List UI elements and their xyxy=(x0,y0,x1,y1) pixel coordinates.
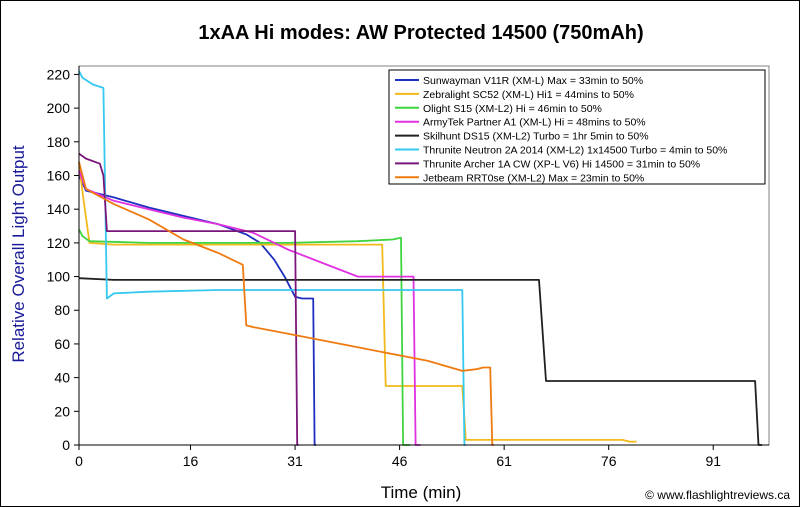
series-line-6 xyxy=(78,152,299,446)
legend-entry: Olight S15 (XM-L2) Hi = 46min to 50% xyxy=(423,103,602,115)
y-tick-label: 60 xyxy=(54,336,70,352)
legend-entry: ArmyTek Partner A1 (XM-L) Hi = 48mins to… xyxy=(423,117,646,129)
y-tick-label: 20 xyxy=(54,403,70,419)
series-line-5 xyxy=(78,70,466,446)
series-line-7 xyxy=(78,161,494,446)
y-tick-label: 120 xyxy=(47,235,71,251)
y-tick-label: 200 xyxy=(47,100,71,116)
series-line-3 xyxy=(78,170,421,446)
chart-title: 1xAA Hi modes: AW Protected 14500 (750mA… xyxy=(198,22,643,44)
x-tick-label: 91 xyxy=(705,453,721,469)
y-tick-label: 220 xyxy=(47,66,71,82)
x-tick-label: 61 xyxy=(496,453,512,469)
y-tick-label: 140 xyxy=(47,201,71,217)
y-tick-label: 0 xyxy=(62,437,70,453)
legend-box xyxy=(388,69,766,185)
x-axis-title: Time (min) xyxy=(381,483,462,502)
series-line-0 xyxy=(78,175,316,446)
y-tick-label: 80 xyxy=(54,302,70,318)
y-axis-ticks: 0 20 40 60 80 100 120 140 160 180 200 220 xyxy=(47,66,79,453)
x-tick-label: 46 xyxy=(392,453,408,469)
y-tick-label: 100 xyxy=(47,269,71,285)
series-line-2 xyxy=(78,228,411,446)
series-line-4 xyxy=(78,277,762,446)
legend-entry: Zebralight SC52 (XM-L) Hi1 = 44mins to 5… xyxy=(423,89,634,101)
x-tick-label: 76 xyxy=(601,453,617,469)
x-tick-label: 16 xyxy=(183,453,199,469)
y-tick-label: 160 xyxy=(47,167,71,183)
legend-entry: Jetbeam RRT0se (XM-L2) Max = 23min to 50… xyxy=(423,172,644,184)
credit-text: © www.flashlightreviews.ca xyxy=(645,488,790,502)
legend-entry: Thrunite Archer 1A CW (XP-L V6) Hi 14500… xyxy=(423,158,700,170)
y-axis-title: Relative Overall Light Output xyxy=(9,145,28,363)
series-line-1 xyxy=(78,161,637,443)
legend-entry: Sunwayman V11R (XM-L) Max = 33min to 50% xyxy=(423,75,643,87)
x-tick-label: 31 xyxy=(287,453,303,469)
legend-entry: Skilhunt DS15 (XM-L2) Turbo = 1hr 5min t… xyxy=(423,131,649,143)
x-axis-ticks: 0 16 31 46 61 76 91 xyxy=(75,445,721,469)
y-tick-label: 180 xyxy=(47,134,71,150)
legend-entry: Thrunite Neutron 2A 2014 (XM-L2) 1x14500… xyxy=(423,145,727,157)
y-tick-label: 40 xyxy=(54,370,70,386)
legend: Sunwayman V11R (XM-L) Max = 33min to 50%… xyxy=(388,69,766,185)
x-tick-label: 0 xyxy=(75,453,83,469)
series-lines xyxy=(78,70,762,446)
